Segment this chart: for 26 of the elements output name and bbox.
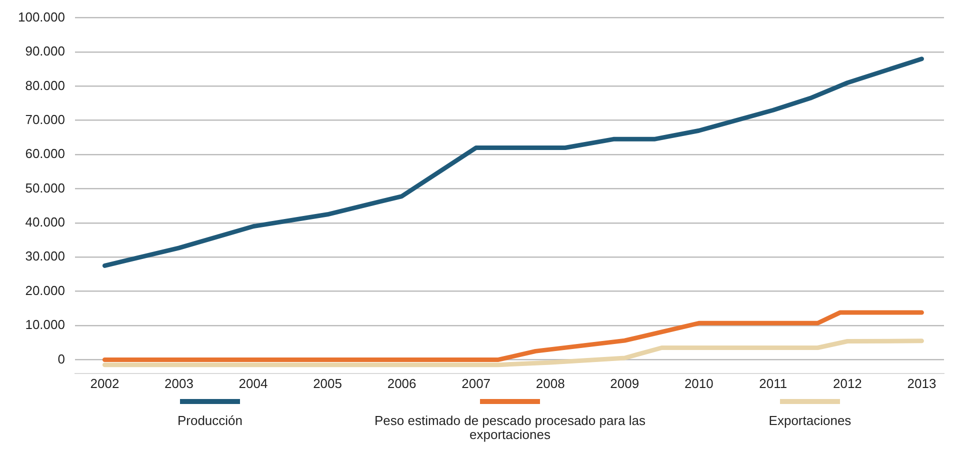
x-tick-label: 2010 <box>684 376 714 391</box>
x-tick-label: 2003 <box>164 376 194 391</box>
x-tick-label: 2007 <box>462 376 491 391</box>
y-tick-label: 40.000 <box>25 214 65 230</box>
x-tick-label: 2009 <box>610 376 640 391</box>
x-tick-label: 2002 <box>90 376 120 391</box>
y-tick-label: 30.000 <box>25 248 65 264</box>
x-tick-label: 2013 <box>907 376 936 391</box>
y-tick-label: 100.000 <box>18 9 65 24</box>
x-tick-label: 2005 <box>313 376 342 391</box>
y-tick-label: 20.000 <box>25 282 65 298</box>
y-tick-label: 10.000 <box>25 317 65 332</box>
legend-label: Peso estimado de pescado procesado para las exportaciones <box>373 413 646 442</box>
y-tick-label: 50.000 <box>25 180 65 196</box>
x-tick-label: 2011 <box>759 376 788 391</box>
legend-label: Exportaciones <box>768 413 852 428</box>
x-tick-label: 2006 <box>387 376 416 391</box>
y-tick-label: 60.000 <box>25 146 65 162</box>
x-tick-label: 2008 <box>536 376 565 391</box>
y-tick-label: 70.000 <box>25 112 65 127</box>
x-tick-label: 2012 <box>832 376 862 391</box>
y-tick-label: 80.000 <box>25 78 65 93</box>
y-tick-label: 90.000 <box>25 44 65 59</box>
x-tick-label: 2004 <box>238 376 268 391</box>
legend-label: Producción <box>176 413 244 428</box>
y-tick-label: 0 <box>58 351 65 366</box>
